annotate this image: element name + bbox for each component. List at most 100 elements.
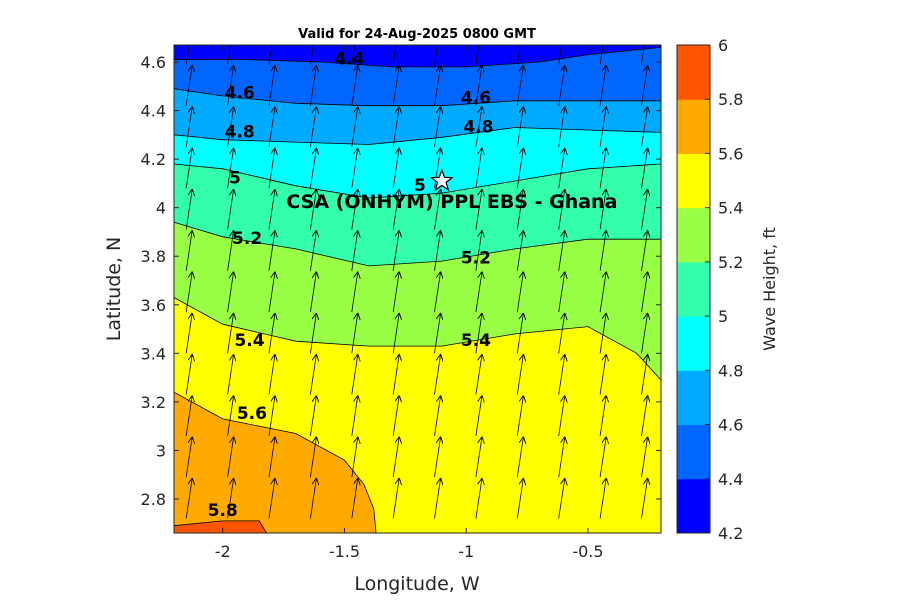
colorbar-label: Wave Height, ft [760, 227, 779, 351]
wave-vector-arrow [641, 107, 648, 148]
wave-vector-arrow [351, 107, 358, 148]
wave-vector-arrow [558, 479, 565, 519]
colorbar-swatch [677, 99, 710, 154]
contour-label: 5.8 [208, 501, 238, 521]
contour-labels: 4.4 4.6 4.6 4.8 4.8 5 5 5.2 5.2 5.4 5.4 5.6 5.8 [208, 50, 494, 521]
wave-vector-arrow [516, 355, 523, 395]
wave-vector-arrow [351, 66, 358, 106]
wave-vector-arrow [268, 231, 275, 271]
y-tick-label: 3.4 [141, 344, 166, 363]
wave-vector-arrow [227, 355, 234, 395]
wave-vector-arrow [227, 314, 234, 354]
wave-vector-arrow [641, 314, 648, 354]
contour-label: 5.4 [461, 331, 491, 351]
colorbar-tick-label: 4.8 [718, 361, 743, 380]
wave-vector-arrow [310, 66, 316, 106]
wave-vector-arrow [392, 273, 399, 313]
wave-vector-arrow [558, 149, 565, 189]
contour-label: 4.6 [461, 88, 491, 108]
wave-vector-arrow [641, 149, 648, 189]
wave-vector-arrow [310, 396, 316, 436]
wave-vector-arrow [434, 273, 441, 313]
colorbar-tick-label: 4.2 [718, 524, 743, 543]
wave-vector-arrow [392, 438, 399, 478]
wave-vector-arrow [392, 314, 399, 354]
y-tick-label: 4.6 [141, 53, 166, 72]
wave-vector-arrow [516, 438, 523, 478]
wave-vector-arrow [475, 107, 482, 148]
plot-frame [173, 44, 662, 534]
wave-vector-arrow [558, 107, 565, 148]
contour-label: 5.4 [234, 331, 264, 351]
wave-vector-arrow [641, 479, 648, 519]
wave-vector-arrow [268, 190, 275, 230]
contour-label: 5.2 [461, 249, 491, 269]
wave-vector-arrow [392, 45, 397, 65]
wave-vector-arrow [351, 273, 358, 313]
wave-vector-arrow [227, 107, 234, 148]
wave-vector-arrow [558, 231, 565, 271]
wave-vector-arrow [227, 45, 231, 65]
colorbar-swatch [677, 45, 710, 100]
contour-line-5.2 [174, 221, 661, 267]
wave-vector-arrow [227, 273, 234, 313]
wave-vector-arrow [558, 314, 565, 354]
colorbar-tick-label: 6 [718, 36, 728, 55]
wave-vector-arrow [392, 355, 399, 395]
wave-vector-arrow [434, 107, 441, 148]
colorbar-swatch [677, 207, 710, 263]
wave-vector-arrow [392, 396, 399, 436]
colorbar-swatch [677, 316, 710, 371]
wave-vector-arrow [185, 396, 192, 436]
band-5.6 [174, 392, 377, 533]
wave-vector-arrow [599, 190, 606, 230]
wave-vector-arrow [310, 314, 316, 354]
colorbar-swatch [677, 424, 710, 480]
wave-vector-arrow [599, 273, 606, 313]
colorbar-tick-label: 5 [718, 307, 728, 326]
y-tick-label: 3.8 [141, 247, 166, 266]
contour-label: 4.8 [463, 118, 493, 138]
colorbar-tick-label: 5.6 [718, 144, 743, 163]
wave-vector-arrow [599, 149, 606, 189]
wave-vector-arrow [227, 231, 234, 271]
wave-vector-arrow [351, 396, 358, 436]
wave-vector-arrow [351, 231, 358, 271]
wave-vector-arrow [351, 314, 358, 354]
x-axis-label: Longitude, W [354, 573, 480, 595]
x-tick-label: -2 [215, 542, 231, 561]
wave-vector-arrow [310, 355, 316, 395]
wave-vector-arrow [310, 438, 316, 478]
wave-vector-arrow [599, 45, 604, 65]
wave-vector-arrow [227, 438, 234, 478]
y-tick-label: 3.6 [141, 296, 166, 315]
wave-vector-arrow [641, 45, 645, 65]
wave-vector-arrow [558, 355, 565, 395]
wave-vector-arrow [558, 396, 565, 436]
colorbar-frame [676, 44, 711, 534]
wave-vector-arrow [185, 438, 192, 478]
wave-vector-arrow [351, 355, 358, 395]
wave-vector-arrow [558, 273, 565, 313]
contour-label: 5.2 [232, 229, 262, 249]
wave-vector-arrow [641, 231, 648, 271]
band-5.8 [174, 520, 267, 533]
wave-vector-arrow [641, 273, 648, 313]
contour-line-4.4 [174, 47, 661, 68]
wave-vector-arrow [351, 149, 358, 189]
wave-vector-arrow [392, 479, 399, 519]
plot-area [174, 45, 661, 533]
wave-vector-arrow [599, 355, 606, 395]
wave-vector-arrow [392, 107, 399, 148]
wave-vector-arrow [351, 479, 358, 519]
wave-vector-arrow [599, 438, 606, 478]
wave-vector-arrow [310, 273, 316, 313]
wave-vector-arrow [475, 45, 480, 65]
wave-vector-arrow [268, 479, 275, 519]
wave-vector-arrow [558, 190, 565, 230]
wave-vector-arrow [516, 314, 523, 354]
colorbar-tick-label: 5.2 [718, 253, 743, 272]
x-tick-label: -0.5 [572, 542, 603, 561]
wave-vector-arrow [351, 190, 358, 230]
